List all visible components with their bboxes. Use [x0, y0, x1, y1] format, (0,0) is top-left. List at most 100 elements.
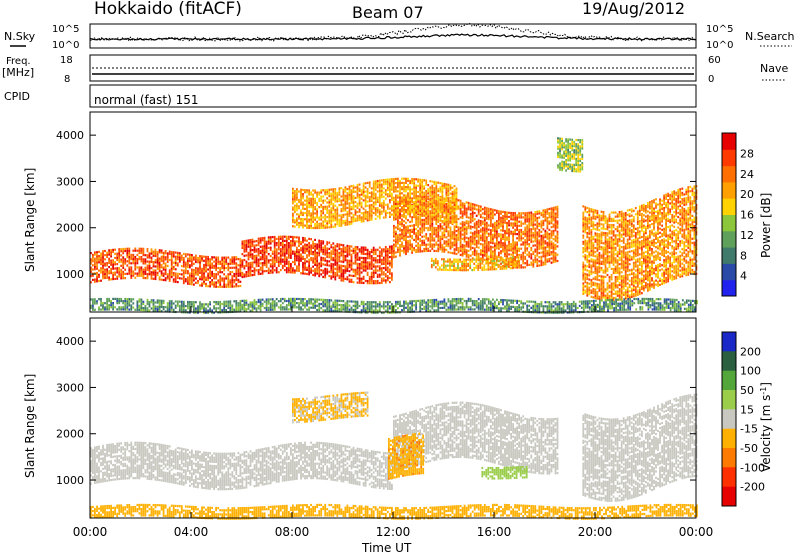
power-cell — [106, 251, 108, 254]
power-cell — [336, 198, 339, 201]
power-cell — [376, 259, 379, 262]
power-cell — [302, 226, 304, 229]
power-cell — [138, 255, 141, 259]
power-cell — [427, 211, 430, 214]
power-cell — [336, 257, 339, 260]
power-cell — [352, 218, 355, 221]
power-cell — [271, 271, 274, 274]
power-cell — [106, 264, 108, 267]
power-cell — [514, 243, 516, 246]
power-cell — [98, 269, 100, 272]
power-cell — [273, 248, 276, 251]
power-cell — [403, 236, 405, 239]
power-cell — [510, 247, 512, 250]
power-cell — [148, 266, 151, 270]
power-cell — [490, 256, 492, 259]
power-cell — [469, 246, 472, 249]
power-cell — [536, 252, 539, 255]
power-cell — [326, 193, 329, 196]
power-cell — [554, 206, 557, 209]
power-cell — [128, 258, 131, 261]
power-cell — [542, 253, 545, 256]
power-cell — [445, 223, 448, 226]
power-cell — [425, 218, 428, 221]
power-cell — [160, 259, 163, 262]
power-cell — [326, 205, 329, 208]
power-cell — [431, 245, 434, 248]
power-cell — [330, 219, 333, 222]
power-cell — [354, 205, 357, 208]
power-cell — [356, 188, 359, 191]
power-cell — [128, 253, 131, 257]
power-cell — [342, 197, 345, 200]
power-cell — [530, 240, 533, 243]
power-cell — [500, 262, 502, 265]
power-cell — [588, 245, 591, 248]
power-cell — [304, 247, 306, 250]
power-cell — [419, 189, 422, 192]
power-cell — [338, 266, 341, 269]
power-cell — [491, 257, 494, 260]
power-cell — [433, 228, 436, 232]
power-cell — [306, 220, 308, 223]
power-cell — [300, 272, 302, 275]
power-cell — [298, 201, 300, 204]
power-cell — [189, 280, 191, 283]
power-cell — [386, 211, 389, 214]
power-cell — [548, 253, 551, 256]
power-cell — [122, 277, 125, 280]
power-cell — [397, 206, 399, 210]
power-cell — [360, 206, 363, 209]
power-cell — [401, 210, 403, 213]
power-cell — [429, 222, 432, 225]
power-cell — [443, 266, 445, 269]
power-cell — [372, 186, 375, 190]
power-cell — [294, 256, 296, 260]
power-cell — [548, 241, 551, 244]
power-cell — [437, 239, 440, 242]
power-cell — [352, 213, 355, 217]
power-cell — [451, 245, 454, 248]
power-cell — [435, 218, 438, 221]
power-cell — [483, 242, 486, 245]
power-cell — [518, 264, 520, 267]
power-cell — [306, 210, 308, 213]
power-cell — [584, 268, 587, 271]
power-cell — [378, 261, 381, 264]
power-cell — [475, 227, 478, 230]
power-cell — [380, 269, 383, 272]
power-cell — [588, 213, 591, 216]
power-cell — [346, 259, 349, 262]
power-cell — [451, 195, 454, 198]
power-cell — [403, 215, 405, 219]
power-cell — [261, 253, 264, 256]
power-cell — [316, 253, 318, 256]
power-cell — [453, 242, 456, 245]
power-cell — [358, 218, 361, 222]
power-cell — [336, 196, 339, 199]
power-cell — [439, 237, 442, 240]
power-cell — [449, 207, 452, 210]
power-cell — [344, 203, 347, 206]
power-cell — [221, 264, 224, 268]
power-cell — [411, 197, 413, 200]
power-cell — [514, 230, 516, 234]
power-cell — [114, 252, 116, 255]
power-cell — [465, 213, 468, 216]
power-cell — [586, 217, 589, 220]
power-cell — [338, 256, 341, 259]
power-cell — [203, 255, 205, 258]
power-cell — [292, 250, 294, 253]
power-cell — [590, 266, 593, 269]
power-cell — [370, 191, 373, 194]
power-cell — [417, 197, 419, 200]
power-cell — [344, 223, 347, 226]
power-cell — [326, 222, 329, 225]
power-cell — [481, 220, 484, 223]
power-cell — [391, 255, 393, 258]
power-cell — [528, 230, 531, 233]
power-cell — [320, 258, 323, 261]
power-cell — [516, 216, 518, 219]
power-cell — [350, 185, 353, 188]
power-cell — [393, 245, 395, 248]
